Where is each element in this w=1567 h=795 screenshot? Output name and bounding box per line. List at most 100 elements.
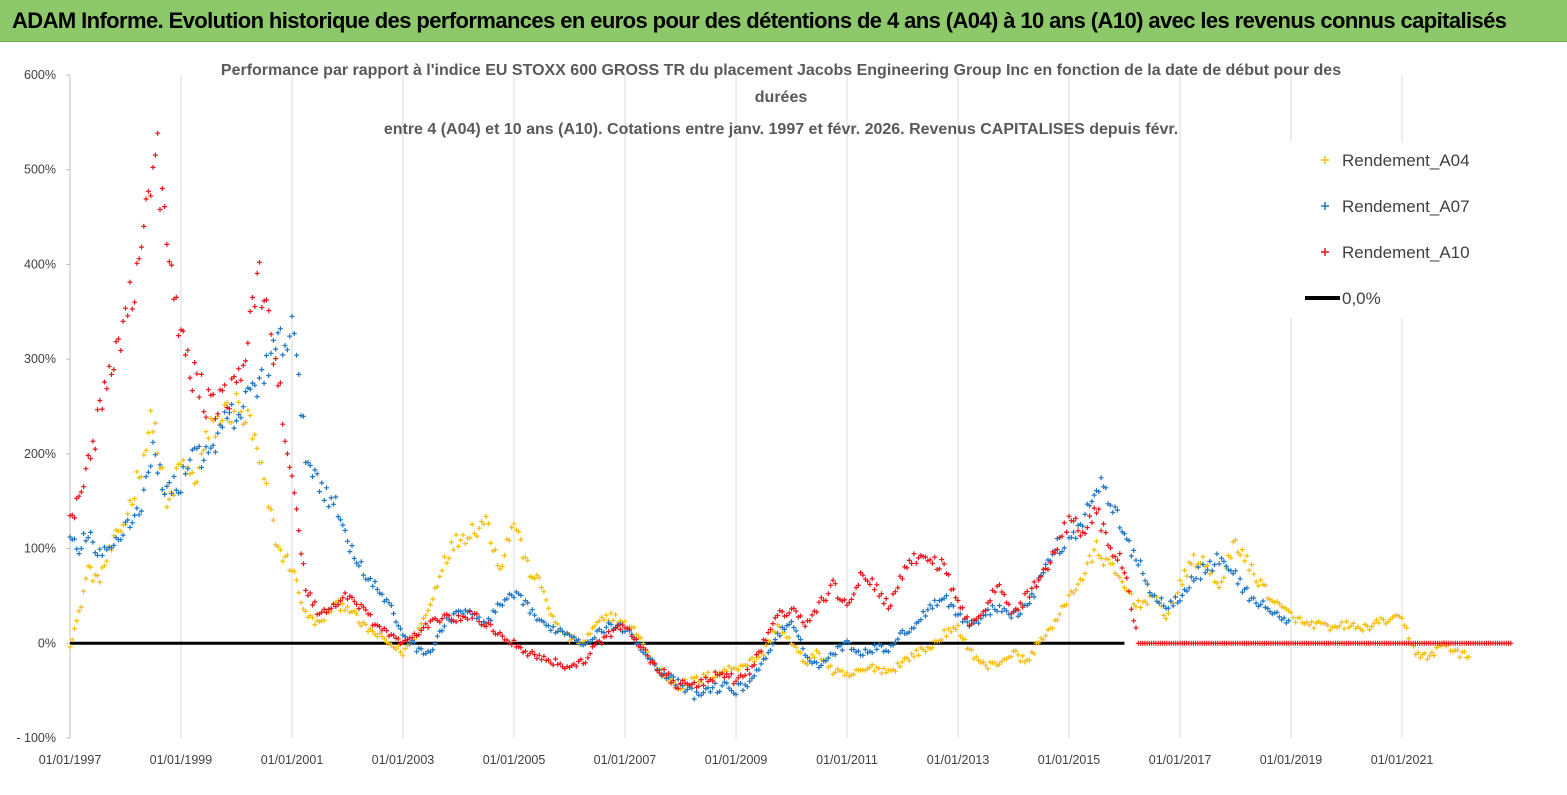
data-point [1283,620,1289,626]
data-point [1071,590,1076,596]
data-point [740,663,746,669]
data-point [263,353,269,358]
data-point [763,642,769,648]
data-point [294,352,300,358]
data-point [1191,552,1197,558]
data-point [148,463,154,469]
data-point [855,648,861,654]
data-point [1179,592,1185,598]
data-point [782,626,787,632]
data-point [758,648,764,654]
data-point [855,582,861,588]
data-point [906,629,912,635]
data-point [192,360,198,366]
data-point [345,538,350,544]
data-point [936,566,942,572]
data-point [1103,485,1109,491]
data-point [134,260,140,266]
data-point [1015,652,1021,658]
data-point [557,661,563,667]
data-point [941,596,947,601]
data-point [879,591,884,597]
data-point [516,529,522,535]
data-point [183,352,188,358]
data-point [1087,513,1093,519]
data-point [152,420,158,426]
data-point [1112,504,1118,510]
data-point [807,618,813,624]
data-point [814,660,820,666]
data-point [118,537,124,543]
data-point [1001,592,1007,597]
data-point [721,679,727,685]
data-point [1066,592,1072,598]
data-point [1246,598,1252,604]
y-tick-label: 300% [24,352,56,366]
data-point [280,421,286,427]
data-point [885,649,891,655]
data-point [992,589,998,595]
data-point [610,618,616,623]
data-point [805,654,810,660]
data-point [139,244,144,250]
data-point [312,599,318,605]
data-point [492,609,498,615]
data-point [159,487,165,492]
data-point [550,613,556,619]
data-point [800,646,806,652]
data-point [511,595,517,600]
data-point [1156,600,1162,606]
data-point [88,456,94,462]
data-point [1438,643,1444,649]
data-point [1242,558,1248,564]
data-point [1140,599,1146,605]
data-point [391,611,397,616]
data-point [312,467,318,473]
data-point [701,690,706,696]
data-point [150,164,156,170]
data-point [1145,601,1150,607]
data-point [1091,492,1097,498]
data-point [953,595,959,601]
data-point [148,193,154,199]
legend: Rendement_A04 Rendement_A07 Rendement_A10 0… [1283,142,1515,318]
data-point [1043,633,1049,639]
data-point [520,649,526,655]
data-point [899,576,905,582]
data-point [104,558,110,564]
data-point [509,642,515,648]
data-point [825,591,831,597]
data-point [1084,560,1090,566]
data-point [869,650,875,656]
data-point [876,666,882,671]
data-point [1235,581,1241,587]
data-point [1189,561,1194,567]
data-point [1029,585,1035,591]
data-point [936,638,942,644]
data-point [892,589,898,595]
data-point [250,295,255,300]
data-point [647,660,653,666]
data-point [453,609,459,615]
data-point [492,547,498,553]
data-point [458,608,464,614]
data-point [872,668,877,674]
data-point [458,617,464,623]
data-point [180,457,186,463]
data-point [1059,549,1065,555]
data-point [159,465,165,471]
data-point [687,682,693,688]
data-point [756,654,762,660]
data-point [458,537,464,543]
data-point [395,636,401,642]
data-point [534,656,540,661]
data-point [409,635,415,641]
data-point [127,524,133,530]
data-point [381,625,387,631]
data-point [555,661,561,667]
series-Rendement_A04 [67,391,1472,692]
data-point [592,642,598,648]
header-banner: ADAM Informe. Evolution historique des p… [0,0,1567,42]
data-point [1205,563,1211,568]
data-point [964,614,970,620]
